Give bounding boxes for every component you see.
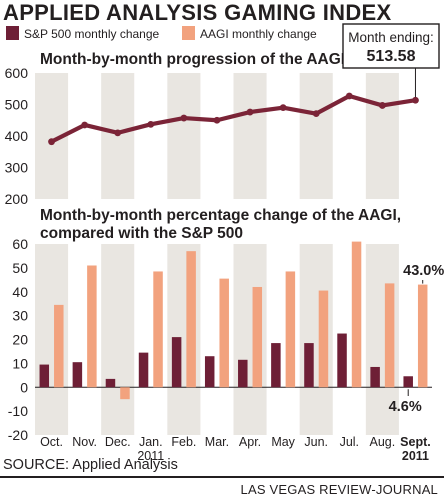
bar-chart-title: Month-by-month percentage change of the … — [40, 207, 401, 242]
sp500-bar — [171, 337, 182, 388]
x-axis-month-label: Mar. — [205, 435, 229, 449]
line-chart-band — [299, 73, 333, 199]
sp500-bar — [105, 378, 116, 388]
aagi-line-point — [279, 104, 287, 112]
x-axis-month-label: Feb. — [171, 435, 196, 449]
aagi-bar — [87, 265, 97, 388]
bar-title-backdrop — [35, 206, 355, 244]
bar-y-tick-label: 30 — [12, 308, 28, 324]
aagi-line-point — [312, 110, 320, 118]
bar-y-tick-label: 10 — [12, 355, 28, 371]
line-chart-band — [233, 73, 267, 199]
aagi-line-point — [345, 92, 353, 100]
line-y-tick-label: 300 — [5, 160, 29, 176]
x-axis-month-label: 2011 — [402, 449, 429, 463]
bar-chart-band — [101, 244, 135, 435]
sp500-bar — [271, 343, 281, 388]
aagi-line-point — [213, 116, 221, 124]
aagi-bar — [120, 387, 130, 400]
x-axis-month-label: Dec. — [105, 435, 131, 449]
x-axis-month-label: Jun. — [304, 435, 328, 449]
source-note: SOURCE: Applied Analysis — [3, 457, 178, 473]
sp500-bar — [337, 333, 347, 388]
line-y-tick-label: 400 — [5, 128, 29, 144]
aagi-bar — [384, 283, 395, 388]
footer-rule — [0, 476, 444, 478]
line-chart-band — [167, 73, 201, 199]
bar-chart-title-line: compared with the S&P 500 — [40, 225, 243, 242]
x-axis-month-label: 2011 — [137, 449, 164, 463]
aagi-bar — [219, 278, 229, 388]
aagi-bar — [186, 251, 196, 388]
aagi-bar — [285, 271, 296, 388]
publisher-credit: LAS VEGAS REVIEW-JOURNAL — [240, 482, 438, 497]
line-y-tick-label: 200 — [5, 191, 29, 207]
bar-y-tick-label: 50 — [12, 260, 28, 276]
line-title-backdrop — [35, 48, 323, 70]
legend-swatch-aagi — [182, 26, 195, 40]
x-axis-month-label: Jul. — [340, 435, 359, 449]
sp500-annotation: 4.6% — [389, 399, 422, 415]
aagi-bar — [153, 271, 163, 388]
aagi-line-point — [81, 121, 89, 129]
aagi-line-point — [180, 114, 188, 122]
aagi-line — [49, 93, 418, 144]
sp500-bar — [204, 356, 215, 388]
aagi-line-point — [114, 129, 122, 137]
line-y-tick-label: 500 — [5, 97, 29, 113]
sp500-bar — [304, 343, 314, 388]
callout-value: 513.58 — [367, 48, 416, 65]
sp500-bar — [403, 376, 413, 388]
aagi-bar — [252, 286, 263, 388]
aagi-bar — [54, 304, 64, 388]
aagi-annotation: 43.0% — [403, 263, 444, 279]
bar-chart-title-line: Month-by-month percentage change of the … — [40, 207, 401, 224]
bar-y-tick-label: 40 — [12, 284, 28, 300]
bar-y-tick-label: 60 — [12, 236, 28, 252]
sp500-bar — [72, 362, 83, 388]
sp500-bar — [138, 352, 149, 388]
legend-label-aagi: AAGI monthly change — [200, 27, 317, 41]
sp500-bar — [370, 366, 380, 388]
legend-swatch-sp500 — [6, 26, 19, 40]
aagi-line-point — [378, 102, 386, 109]
x-axis-month-label: Aug. — [370, 435, 396, 449]
sp500-bar — [39, 364, 50, 388]
x-axis-month-label: Sept. — [400, 435, 431, 449]
aagi-bar — [318, 290, 329, 388]
sp500-bar — [238, 359, 248, 388]
aagi-line-point — [246, 108, 254, 116]
x-axis-month-label: Apr. — [239, 435, 261, 449]
aagi-line-point — [147, 120, 155, 128]
line-chart-band — [365, 73, 399, 199]
bar-y-tick-label: 0 — [20, 379, 28, 395]
line-y-tick-label: 600 — [5, 65, 29, 81]
x-axis-month-label: Oct. — [40, 435, 63, 449]
aagi-bar — [417, 284, 428, 388]
callout-box — [342, 23, 440, 69]
legend-label-sp500: S&P 500 monthly change — [24, 27, 160, 41]
x-axis-month-label: Jan. — [139, 435, 163, 449]
bar-y-tick-label: -20 — [8, 427, 28, 443]
aagi-line-point — [412, 96, 419, 104]
callout-label: Month ending: — [348, 30, 434, 45]
line-chart-title: Month-by-month progression of the AAGI — [40, 51, 345, 68]
aagi-line-point — [48, 138, 55, 146]
aagi-bar — [351, 241, 362, 388]
bar-y-tick-label: -10 — [8, 403, 28, 419]
main-title: APPLIED ANALYSIS GAMING INDEX — [3, 0, 392, 25]
x-axis-month-label: Nov. — [72, 435, 97, 449]
x-axis-month-label: May — [271, 435, 295, 449]
bar-y-tick-label: 20 — [12, 332, 28, 348]
